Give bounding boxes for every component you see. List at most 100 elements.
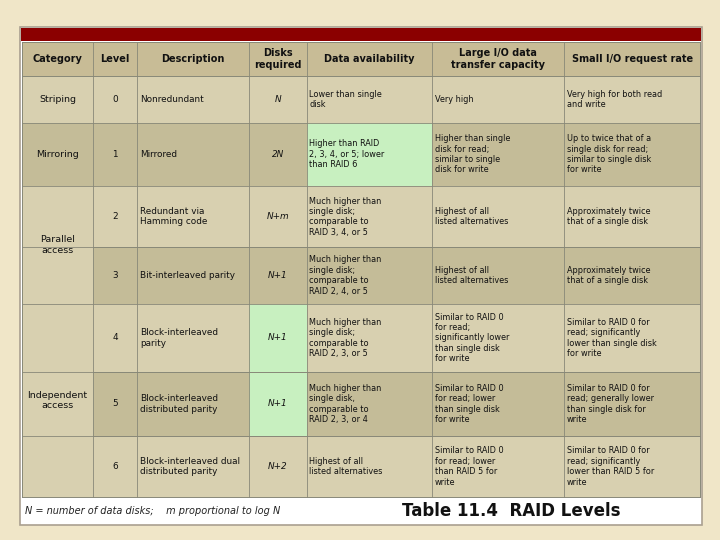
Bar xyxy=(432,76,564,123)
Bar xyxy=(138,76,249,123)
Bar xyxy=(432,436,564,497)
Text: Very high for both read
and write: Very high for both read and write xyxy=(567,90,662,109)
Bar xyxy=(307,123,432,186)
Bar xyxy=(138,247,249,303)
Text: N = number of data disks;    m proportional to log N: N = number of data disks; m proportional… xyxy=(25,506,280,516)
Bar xyxy=(249,186,307,247)
Bar xyxy=(307,303,432,372)
Bar xyxy=(249,372,307,436)
Text: Small I/O request rate: Small I/O request rate xyxy=(572,54,693,64)
Text: 0: 0 xyxy=(112,94,118,104)
Text: Disks
required: Disks required xyxy=(254,48,302,70)
Bar xyxy=(432,186,564,247)
Text: Parallel
access: Parallel access xyxy=(40,235,75,254)
Bar xyxy=(249,123,307,186)
Text: Mirroring: Mirroring xyxy=(36,150,79,159)
Bar xyxy=(564,436,700,497)
Bar xyxy=(22,186,93,303)
Text: 2N: 2N xyxy=(272,150,284,159)
Bar xyxy=(93,303,138,372)
Bar xyxy=(21,28,701,41)
Text: Table 11.4  RAID Levels: Table 11.4 RAID Levels xyxy=(402,502,620,520)
Text: 6: 6 xyxy=(112,462,118,471)
Bar xyxy=(138,372,249,436)
Bar xyxy=(249,76,307,123)
Bar xyxy=(564,372,700,436)
Text: Much higher than
single disk,
comparable to
RAID 2, 3, or 4: Much higher than single disk, comparable… xyxy=(310,384,382,424)
Text: Mirrored: Mirrored xyxy=(140,150,177,159)
Text: N+2: N+2 xyxy=(268,462,288,471)
Bar xyxy=(564,186,700,247)
Bar xyxy=(307,247,432,303)
Bar xyxy=(564,76,700,123)
Text: Nonredundant: Nonredundant xyxy=(140,94,204,104)
Text: Much higher than
single disk;
comparable to
RAID 3, 4, or 5: Much higher than single disk; comparable… xyxy=(310,197,382,237)
Bar xyxy=(93,76,138,123)
Text: Block-interleaved
parity: Block-interleaved parity xyxy=(140,328,217,348)
Bar xyxy=(432,303,564,372)
Text: Similar to RAID 0
for read; lower
than single disk
for write: Similar to RAID 0 for read; lower than s… xyxy=(435,384,503,424)
Bar xyxy=(249,247,307,303)
Bar xyxy=(22,42,700,76)
Bar xyxy=(22,76,93,123)
Bar xyxy=(93,247,138,303)
Text: Similar to RAID 0
for read;
significantly lower
than single disk
for write: Similar to RAID 0 for read; significantl… xyxy=(435,313,509,363)
Bar xyxy=(432,123,564,186)
Text: Lower than single
disk: Lower than single disk xyxy=(310,90,382,109)
Bar xyxy=(93,372,138,436)
Bar xyxy=(307,436,432,497)
Bar xyxy=(138,436,249,497)
Bar xyxy=(564,123,700,186)
Bar xyxy=(22,303,93,372)
Bar xyxy=(307,372,432,436)
Bar xyxy=(93,186,138,247)
Text: Redundant via
Hamming code: Redundant via Hamming code xyxy=(140,207,207,226)
Text: Striping: Striping xyxy=(39,94,76,104)
Text: 4: 4 xyxy=(112,333,118,342)
Text: Very high: Very high xyxy=(435,94,473,104)
Text: Much higher than
single disk;
comparable to
RAID 2, 3, or 5: Much higher than single disk; comparable… xyxy=(310,318,382,358)
Text: 2: 2 xyxy=(112,212,118,221)
Text: N+1: N+1 xyxy=(268,333,288,342)
Bar xyxy=(432,372,564,436)
Bar xyxy=(249,303,307,372)
Text: Approximately twice
that of a single disk: Approximately twice that of a single dis… xyxy=(567,207,650,226)
Text: Bit-interleaved parity: Bit-interleaved parity xyxy=(140,271,235,280)
Text: 3: 3 xyxy=(112,271,118,280)
Bar xyxy=(22,247,93,303)
Text: 1: 1 xyxy=(112,150,118,159)
Bar xyxy=(22,303,93,497)
Bar xyxy=(22,186,93,247)
Text: Highest of all
listed alternatives: Highest of all listed alternatives xyxy=(435,207,508,226)
Bar xyxy=(249,436,307,497)
Text: Higher than RAID
2, 3, 4, or 5; lower
than RAID 6: Higher than RAID 2, 3, 4, or 5; lower th… xyxy=(310,139,384,169)
Text: Similar to RAID 0 for
read; generally lower
than single disk for
write: Similar to RAID 0 for read; generally lo… xyxy=(567,384,654,424)
Text: Level: Level xyxy=(101,54,130,64)
Bar xyxy=(138,123,249,186)
Bar xyxy=(93,123,138,186)
Text: Block-interleaved dual
distributed parity: Block-interleaved dual distributed parit… xyxy=(140,457,240,476)
Bar xyxy=(564,303,700,372)
Bar xyxy=(138,303,249,372)
Text: Up to twice that of a
single disk for read;
similar to single disk
for write: Up to twice that of a single disk for re… xyxy=(567,134,651,174)
Text: Block-interleaved
distributed parity: Block-interleaved distributed parity xyxy=(140,394,217,414)
Bar xyxy=(93,436,138,497)
Text: Similar to RAID 0 for
read; significantly
lower than RAID 5 for
write: Similar to RAID 0 for read; significantl… xyxy=(567,446,654,487)
Text: Independent
access: Independent access xyxy=(27,390,88,410)
Bar xyxy=(22,123,93,186)
Text: Category: Category xyxy=(32,54,83,64)
Text: 5: 5 xyxy=(112,400,118,408)
Text: Higher than single
disk for read;
similar to single
disk for write: Higher than single disk for read; simila… xyxy=(435,134,510,174)
Text: N+1: N+1 xyxy=(268,400,288,408)
Bar xyxy=(138,186,249,247)
Text: N+1: N+1 xyxy=(268,271,288,280)
Text: Much higher than
single disk;
comparable to
RAID 2, 4, or 5: Much higher than single disk; comparable… xyxy=(310,255,382,295)
Text: Similar to RAID 0
for read; lower
than RAID 5 for
write: Similar to RAID 0 for read; lower than R… xyxy=(435,446,503,487)
Bar xyxy=(307,186,432,247)
Bar xyxy=(432,247,564,303)
Bar xyxy=(22,436,93,497)
Bar xyxy=(307,76,432,123)
Text: N: N xyxy=(274,94,282,104)
Text: Highest of all
listed alternatives: Highest of all listed alternatives xyxy=(310,457,382,476)
Text: Similar to RAID 0 for
read; significantly
lower than single disk
for write: Similar to RAID 0 for read; significantl… xyxy=(567,318,657,358)
